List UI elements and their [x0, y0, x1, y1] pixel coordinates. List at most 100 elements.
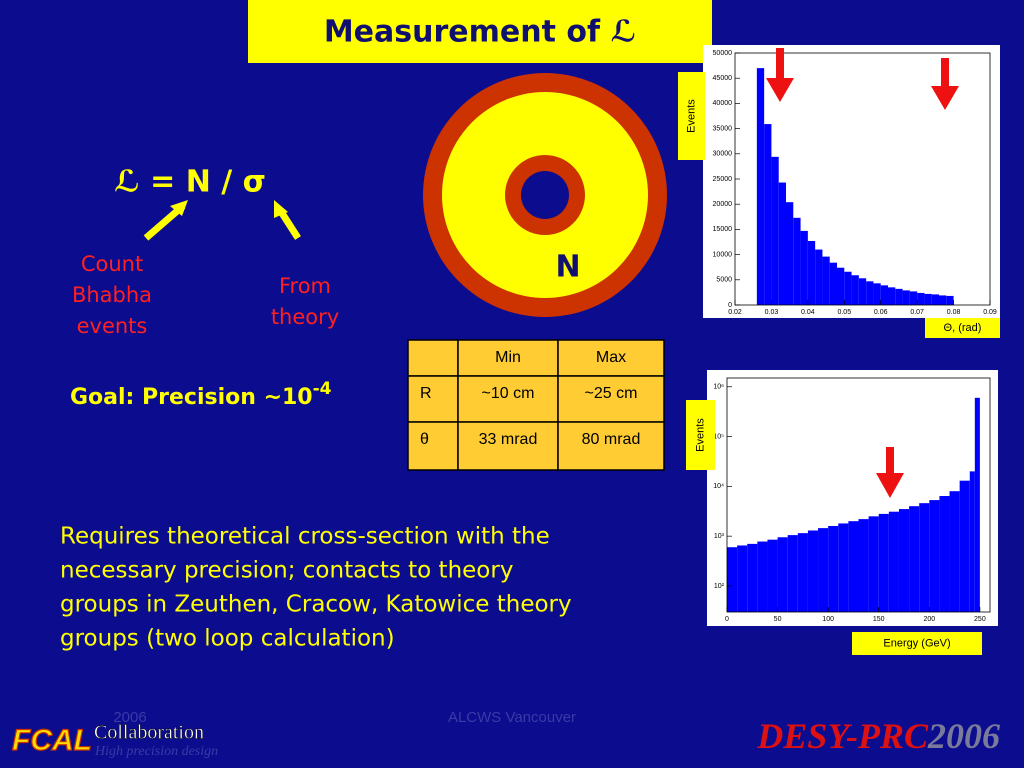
count-label: Bhabha	[72, 283, 152, 307]
red-arrow	[931, 86, 959, 110]
histogram-bar	[929, 500, 940, 612]
x-tick-label: 0.02	[728, 309, 742, 316]
table: Min Max R ~10 cm ~25 cm θ 33 mrad 80 mrad	[407, 339, 665, 471]
theory-label: theory	[271, 305, 339, 329]
x-tick-label: 0.09	[983, 309, 997, 316]
histogram-bar	[757, 541, 768, 612]
table-text: ~25 cm	[585, 385, 638, 402]
table-header: Min	[495, 349, 521, 366]
goal-text: Goal: Precision ~10	[70, 385, 313, 410]
title-box	[248, 0, 712, 63]
histogram-bar	[939, 496, 950, 612]
histogram-bar	[969, 471, 975, 612]
histogram-bar	[873, 283, 881, 305]
histogram-bar	[909, 506, 920, 612]
x-tick-label: 250	[974, 616, 986, 623]
y-tick-label: 10000	[713, 251, 733, 258]
table-cell	[557, 375, 665, 423]
axis-label-box	[925, 318, 1000, 338]
table-header: Max	[596, 349, 626, 366]
brand: DESY-PRC2006	[756, 716, 1000, 756]
table-text: R	[420, 385, 432, 402]
table-cell	[457, 375, 559, 423]
x-tick-label: 100	[822, 616, 834, 623]
histogram-bar	[737, 545, 748, 612]
x-axis-label: Energy (GeV)	[883, 637, 950, 649]
table-cell	[557, 421, 665, 471]
y-tick-label: 10⁴	[713, 483, 724, 490]
y-axis-label: Events	[694, 418, 706, 452]
histogram-bar	[866, 281, 874, 305]
formula: ℒ = N / σ	[114, 165, 266, 200]
red-arrow	[766, 78, 794, 102]
histogram-bar	[778, 182, 786, 305]
markers	[766, 48, 959, 498]
histogram-bar	[771, 156, 779, 305]
x-tick-label: 150	[873, 616, 885, 623]
histogram-bar	[888, 287, 896, 305]
brand-name: DESY-PRC	[756, 716, 929, 756]
paragraph-line: necessary precision; contacts to theory	[60, 558, 513, 584]
logo-fcal: FCAL	[12, 724, 92, 757]
y-tick-label: 10³	[714, 533, 725, 540]
histogram-bar	[786, 202, 794, 305]
red-arrow	[941, 58, 949, 88]
x-tick-label: 0	[725, 616, 729, 623]
histogram-bar	[815, 249, 823, 305]
histogram-bar	[974, 397, 980, 612]
footer-date: 2006	[113, 709, 146, 726]
theory-label: From	[279, 274, 331, 298]
x-tick-label: 0.06	[874, 309, 888, 316]
red-arrow	[876, 473, 904, 498]
histogram-bar	[807, 530, 819, 612]
histogram-bar	[919, 503, 930, 612]
histogram-bar	[837, 267, 845, 305]
y-tick-label: 10²	[714, 583, 725, 590]
y-tick-label: 45000	[713, 75, 733, 82]
arrow	[277, 208, 301, 240]
histogram-bar	[838, 523, 849, 612]
histogram-bar	[787, 535, 798, 612]
histogram-bar	[898, 509, 910, 612]
axis-label-box	[852, 632, 982, 655]
count-label: Count	[81, 252, 143, 276]
histogram: 0 50 100 150 200 250 10² 10³ 10⁴ 10⁵ 10⁶ Events Ener…	[686, 370, 998, 655]
charts: 0.02 0.03 0.04 0.05 0.06 0.07 0.08 0.09 0 5000 100…	[678, 45, 1000, 655]
histogram-bar	[959, 480, 970, 612]
x-tick-label: 50	[774, 616, 782, 623]
footer-event: ALCWS Vancouver	[448, 709, 576, 726]
histogram-bar	[828, 525, 839, 612]
histogram-bar	[858, 278, 867, 305]
paragraph-line: groups in Zeuthen, Cracow, Katowice theo…	[60, 592, 572, 618]
logo-collaboration: Collaboration	[94, 722, 204, 744]
x-tick-label: 0.07	[910, 309, 924, 316]
table-text: 33 mrad	[479, 431, 538, 448]
histogram-bar	[924, 293, 932, 305]
histogram-bar	[822, 256, 830, 305]
paragraph-line: Requires theoretical cross-section with …	[60, 524, 550, 550]
y-tick-label: 0	[728, 302, 732, 309]
histogram-bar	[946, 295, 954, 305]
histogram-bar	[727, 547, 738, 612]
histogram-bar	[818, 528, 829, 612]
brand-year: 2006	[927, 716, 1000, 756]
histogram-bar	[800, 230, 808, 305]
x-tick-label: 200	[923, 616, 935, 623]
axis-label-box	[678, 72, 705, 160]
table-text: ~10 cm	[482, 385, 535, 402]
logo-tagline: High precision design	[94, 744, 218, 759]
histogram-bar	[949, 491, 960, 612]
detector-label: N	[555, 250, 580, 285]
y-axis-label: Events	[685, 99, 697, 133]
histogram-bar	[807, 240, 816, 305]
histogram-bar	[931, 294, 939, 305]
y-tick-label: 40000	[713, 100, 733, 107]
histogram-bar	[793, 217, 801, 305]
histogram-bar	[797, 533, 808, 612]
y-tick-label: 20000	[713, 201, 733, 208]
y-tick-label: 5000	[716, 277, 732, 284]
x-tick-label: 0.04	[801, 309, 815, 316]
paragraph-line: groups (two loop calculation)	[60, 626, 395, 652]
